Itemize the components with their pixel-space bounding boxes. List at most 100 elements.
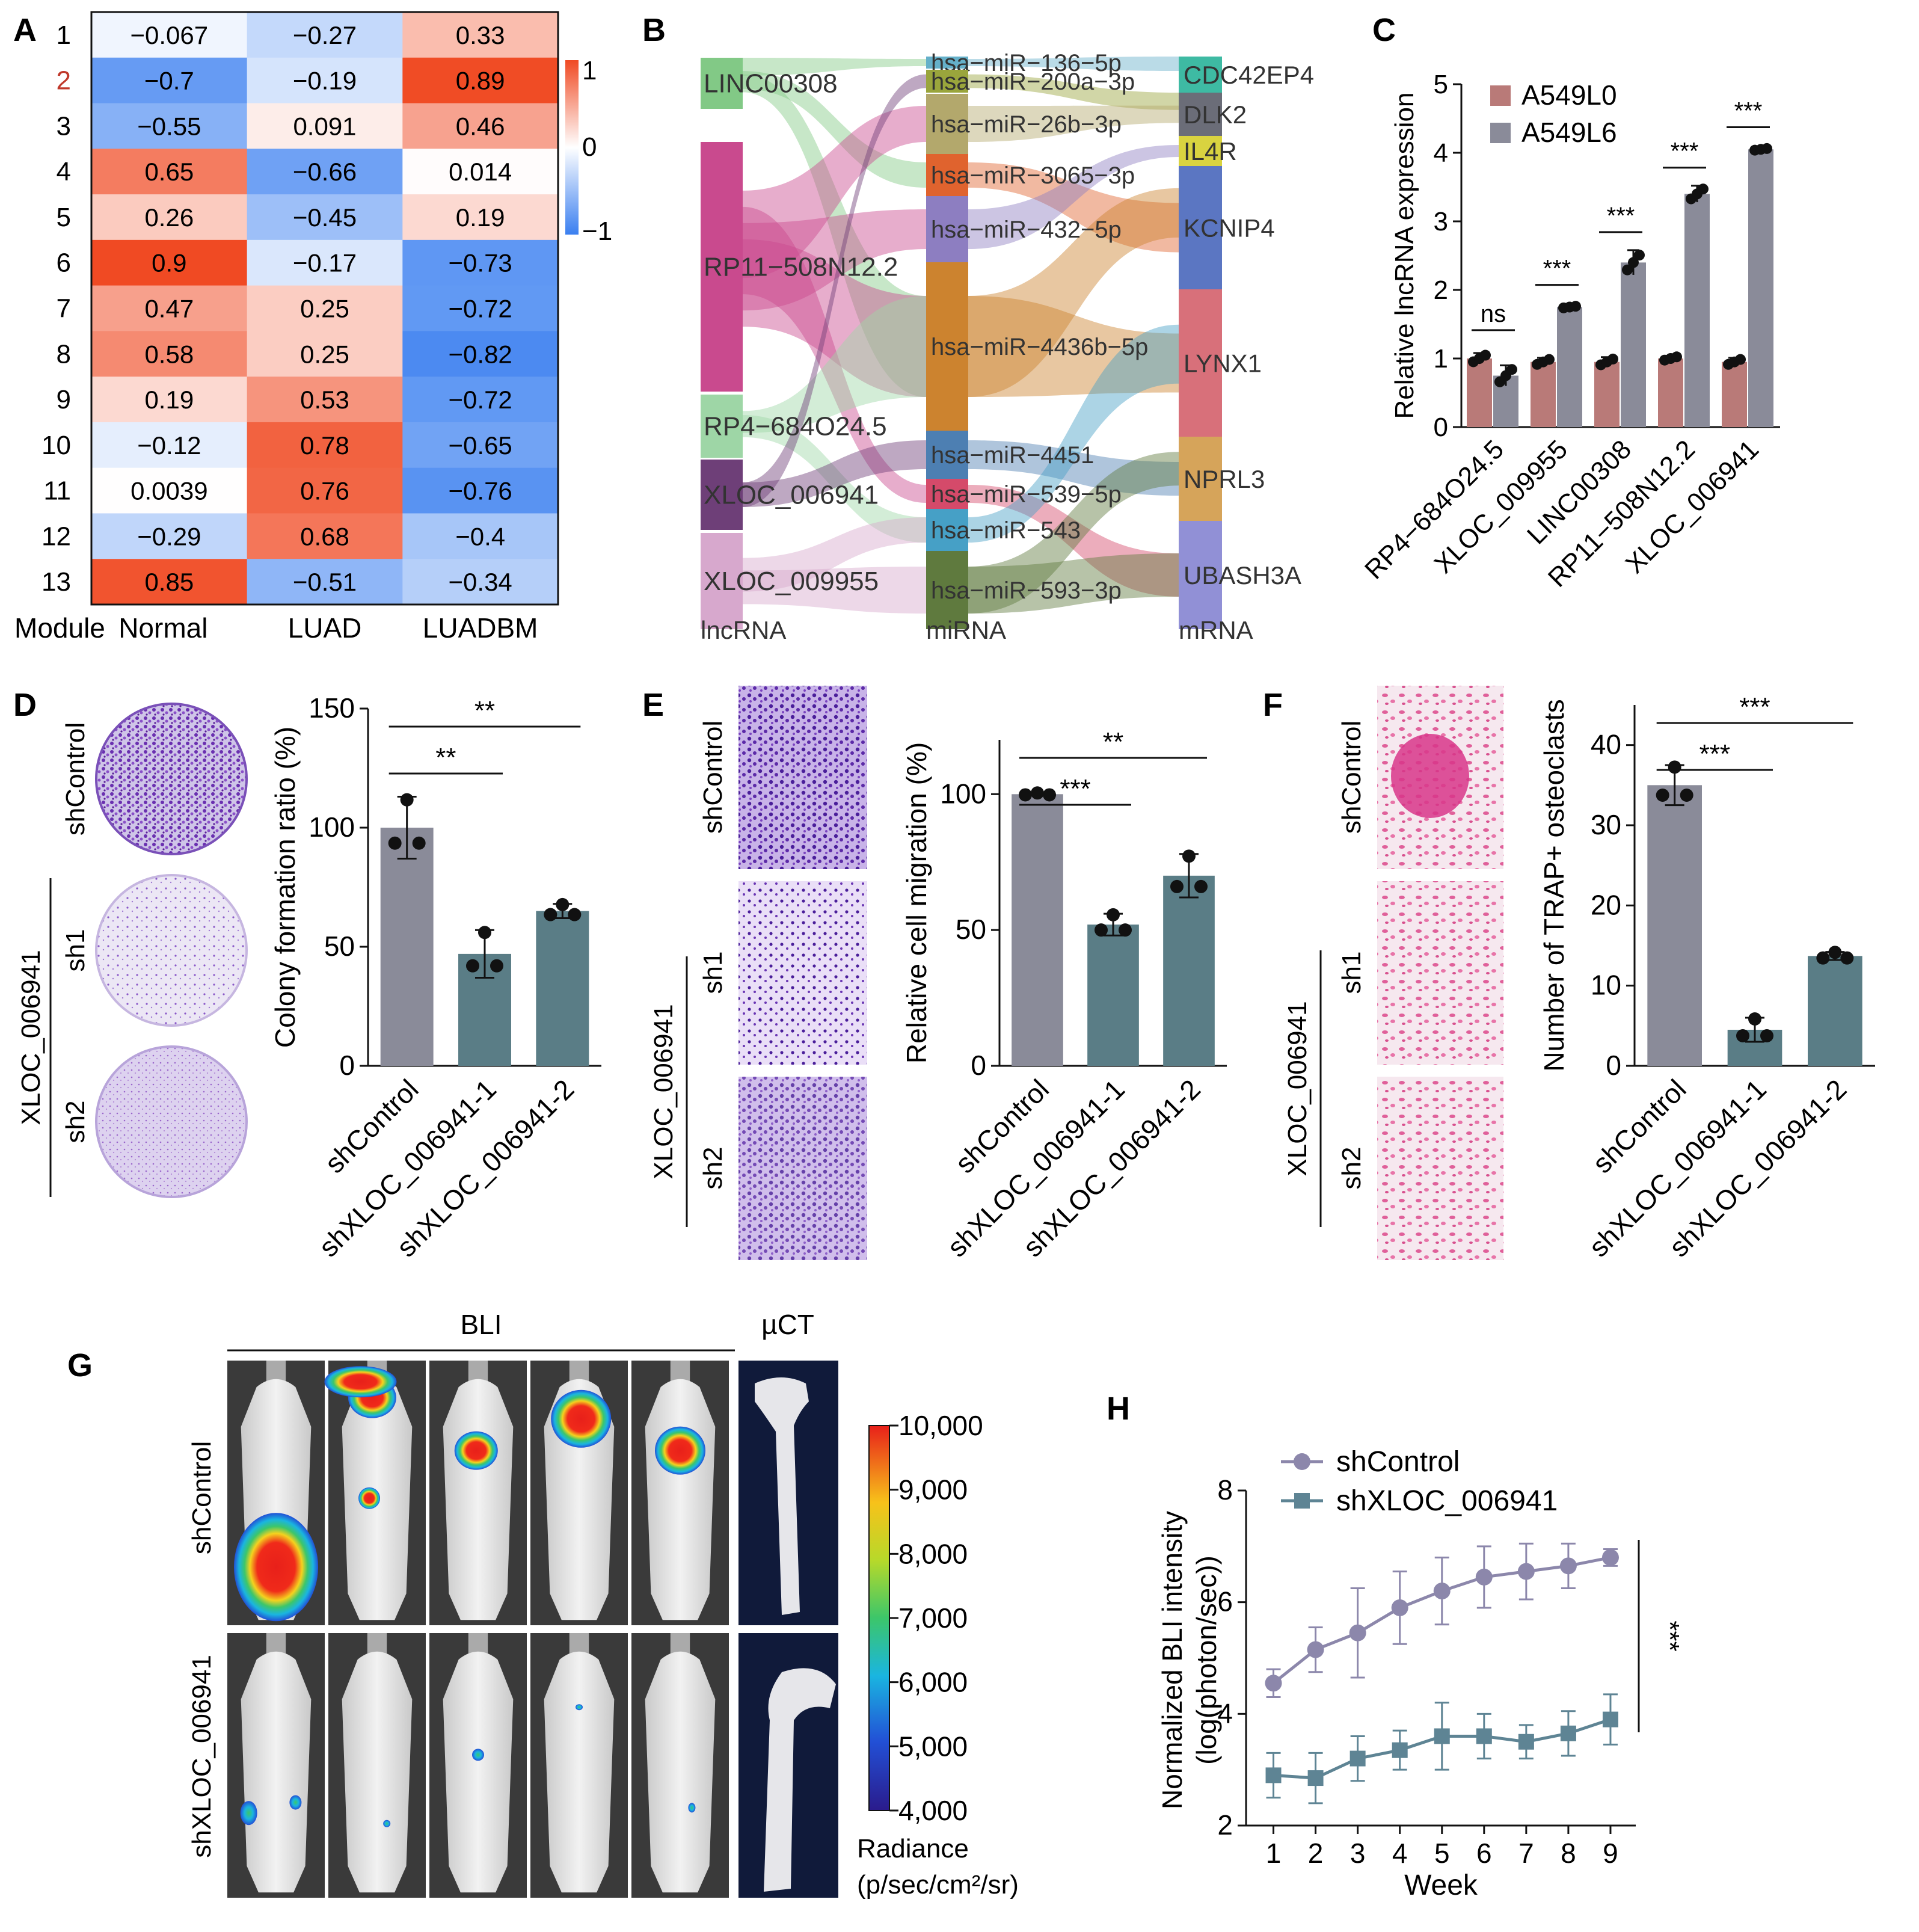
- heatmap-cell: [91, 559, 248, 605]
- heatmap-cell: [247, 103, 403, 149]
- sankey-link-mir-mrna: [968, 188, 1179, 397]
- data-point: [1560, 1725, 1576, 1741]
- data-point: [490, 959, 503, 973]
- sankey-link-lnc-mir: [743, 517, 926, 592]
- sankey-link-mir-mrna: [968, 296, 1179, 397]
- heatmap-cell: [247, 57, 403, 104]
- d-group-label: XLOC_006941: [16, 950, 46, 1125]
- heatmap-cell-label: −0.45: [293, 203, 357, 232]
- bar: [1467, 358, 1492, 427]
- heatmap-cell: [91, 12, 248, 58]
- d-row-label-shcontrol: shControl: [61, 722, 90, 835]
- data-point: [466, 959, 479, 973]
- sankey-column-label: miRNA: [926, 616, 1006, 644]
- legend-marker: [1294, 1453, 1310, 1470]
- heatmap-cell: [247, 331, 403, 377]
- heatmap-cell: [402, 377, 559, 423]
- heatmap-row-label: 8: [57, 339, 71, 369]
- colony-well-shcontrol: [95, 703, 248, 855]
- sankey-label-lncrna: RP11−508N12.2: [704, 253, 898, 282]
- sankey-link-mir-mrna: [968, 440, 1179, 496]
- sankey-column-labels: lncRNA miRNA mRNA: [701, 616, 1253, 644]
- bli-signal: [289, 1795, 302, 1810]
- heatmap-cell-label: −0.66: [293, 158, 357, 186]
- heatmap-row-label: 10: [41, 431, 71, 460]
- sankey-node-mirna: [926, 262, 968, 431]
- sankey-link-lnc-mir: [743, 74, 926, 397]
- bli-signal: [576, 1704, 583, 1711]
- heatmap-cell-label: −0.73: [449, 249, 512, 277]
- heatmap-cell: [91, 103, 248, 149]
- legend-swatch: [1490, 85, 1511, 106]
- heatmap-row-label: 3: [57, 111, 71, 141]
- f-row-label-sh1: sh1: [1337, 952, 1366, 994]
- bli-signal: [383, 1820, 391, 1827]
- data-point: [1182, 849, 1196, 863]
- sankey-node-mirna: [926, 196, 968, 262]
- heatmap-cell: [247, 513, 403, 559]
- sankey-label-mrna: LYNX1: [1184, 349, 1262, 378]
- sankey-label-mrna: DLK2: [1184, 100, 1247, 129]
- sankey-node-lncrna: [701, 395, 743, 458]
- sankey-column-label: lncRNA: [701, 616, 786, 644]
- data-point: [1265, 1675, 1282, 1692]
- sankey-label-mrna: IL4R: [1184, 137, 1237, 165]
- mouse-body: [544, 1651, 615, 1893]
- sankey-link-mir-mrna: [968, 74, 1179, 110]
- sankey-node-mirna: [926, 431, 968, 479]
- data-point: [1433, 1583, 1451, 1600]
- data-point: [1570, 301, 1581, 312]
- panel-label-c: C: [1372, 12, 1396, 48]
- radiance-tick-label: 9,000: [898, 1474, 968, 1506]
- heatmap-cell: [402, 331, 559, 377]
- significance-label: ***: [1671, 138, 1699, 165]
- data-point: [412, 836, 426, 850]
- heatmap-cell: [247, 149, 403, 195]
- significance-label: **: [1103, 727, 1123, 757]
- mouse-body: [241, 1651, 312, 1893]
- heatmap-module-label: Module: [14, 612, 105, 644]
- sankey-node-lncrna: [701, 58, 743, 109]
- data-point: [1698, 183, 1709, 195]
- trap-image-sh2: [1377, 1077, 1503, 1260]
- data-point: [1434, 1728, 1450, 1744]
- data-point: [1840, 951, 1854, 965]
- heatmap-row-label: 4: [57, 157, 71, 186]
- data-point: [1517, 1563, 1535, 1580]
- sankey-node-mrna: [1179, 93, 1222, 136]
- data-point: [1506, 364, 1517, 375]
- panel-f: F shControl sh1 sh2 XLOC_006941 0 10 20 30 4…: [1263, 686, 1875, 1263]
- sankey-link-lnc-mir: [743, 74, 926, 507]
- data-point: [1602, 1711, 1618, 1727]
- sankey-link-lnc-mir: [743, 106, 926, 278]
- radiance-tick-label: 10,000: [898, 1410, 983, 1441]
- sankey-node-mirna: [926, 70, 968, 93]
- heatmap-cell-label: 0.26: [144, 203, 194, 232]
- heatmap-cell: [402, 194, 559, 241]
- significance-label: ***: [1699, 739, 1730, 769]
- sankey-node-mrna: [1179, 166, 1222, 289]
- heatmap-cell-label: −0.12: [137, 431, 201, 460]
- mouse-body: [443, 1651, 514, 1893]
- significance-label: ***: [1607, 203, 1635, 229]
- data-point: [1392, 1742, 1408, 1758]
- heatmap-cell-label: 0.85: [144, 568, 194, 596]
- data-point: [388, 836, 402, 850]
- sankey-nodes: LINC00308 RP11−508N12.2 RP4−684O24.5 XLOC_0…: [701, 50, 1314, 629]
- d-row-label-sh1: sh1: [61, 929, 90, 972]
- x-tick-label: 1: [1266, 1838, 1282, 1869]
- radiance-ticks: 10,000 9,000 8,000 7,000 6,000 5,000 4,000: [889, 1410, 983, 1826]
- data-point: [1476, 1728, 1492, 1744]
- data-point: [568, 908, 582, 921]
- heatmap-row-label: 5: [57, 203, 71, 232]
- heatmap-cell: [402, 467, 559, 514]
- heatmap-cell-label: −0.55: [137, 112, 201, 140]
- migration-image-sh2: [738, 1077, 867, 1260]
- sankey-label-mirna: hsa−miR−3065−3p: [931, 162, 1135, 189]
- y-tick-label: 150: [309, 692, 355, 724]
- sankey-node-mirna: [926, 154, 968, 196]
- panel-label-h: H: [1107, 1391, 1130, 1427]
- heatmap-column-label: Normal: [118, 612, 207, 644]
